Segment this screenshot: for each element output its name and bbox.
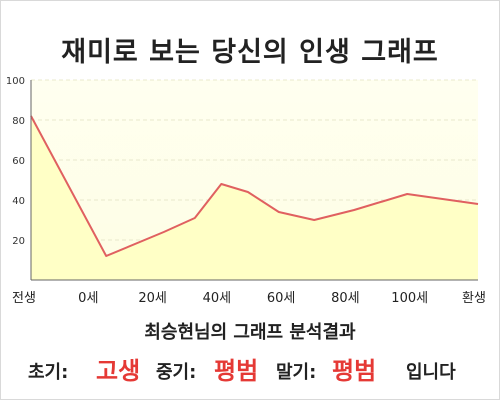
series-line (30, 115, 479, 257)
analysis-result: 초기: 고생 중기: 평범 말기: 평범 입니다 (0, 346, 500, 386)
analysis-subtitle: 최승현님의 그래프 분석결과 (144, 322, 356, 343)
early-label: 초기: (28, 362, 69, 383)
y-tick-label: 20 (12, 236, 25, 247)
y-tick-label: 60 (12, 156, 25, 167)
x-tick-label: 60세 (267, 291, 296, 306)
mid-label: 중기: (156, 362, 197, 383)
x-tick-label: 40세 (203, 291, 232, 306)
x-tick-label: 환생 (462, 291, 486, 306)
y-tick-label: 100 (6, 76, 25, 87)
early-value: 고생 (96, 357, 141, 385)
x-tick-label: 100세 (391, 291, 428, 306)
x-tick-label: 20세 (138, 291, 167, 306)
x-tick-label: 전생 (12, 291, 36, 306)
mid-value: 평범 (214, 357, 259, 385)
late-label: 말기: (276, 362, 317, 383)
y-axis-ticks: 20 40 60 80 100 (6, 76, 25, 247)
area-fill (31, 116, 478, 280)
x-tick-label: 0세 (78, 291, 98, 306)
x-tick-label: 80세 (331, 291, 360, 306)
chart-title: 재미로 보는 당신의 인생 그래프 (61, 37, 439, 68)
result-suffix: 입니다 (406, 362, 456, 383)
y-tick-label: 80 (12, 116, 25, 127)
x-axis-ticks: 전생 0세 20세 40세 60세 80세 100세 환생 (12, 291, 486, 306)
late-value: 평범 (332, 357, 377, 385)
y-tick-label: 40 (12, 196, 25, 207)
